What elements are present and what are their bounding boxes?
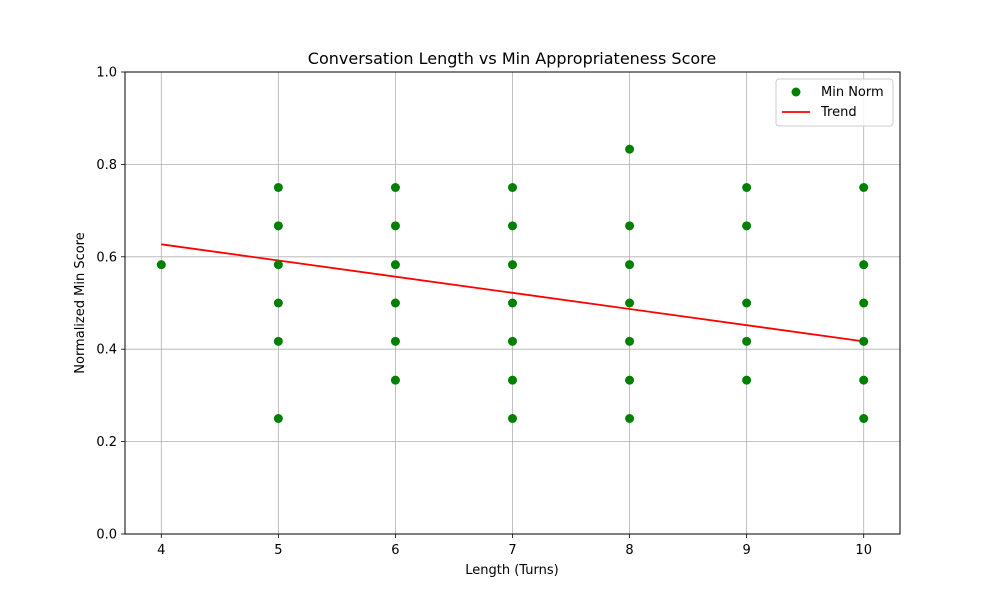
data-point <box>508 183 517 192</box>
legend-label-trend: Trend <box>820 105 857 120</box>
data-point <box>742 375 752 385</box>
scatter-points-layer <box>156 144 869 423</box>
y-axis-ticks: 0.0 0.2 0.4 0.6 0.8 1.0 <box>96 66 125 543</box>
data-point <box>390 260 400 270</box>
data-point <box>508 260 517 270</box>
data-point <box>625 298 635 308</box>
data-point <box>742 298 752 308</box>
y-tick-label: 0.6 <box>96 250 117 265</box>
x-axis-label: Length (Turns) <box>465 563 558 578</box>
data-point <box>859 298 869 308</box>
data-point <box>508 336 517 346</box>
data-point <box>625 336 635 346</box>
x-tick-label: 9 <box>742 543 750 558</box>
data-point <box>742 336 752 346</box>
data-point <box>625 260 635 270</box>
data-point <box>390 298 400 308</box>
data-point <box>390 375 400 385</box>
data-point <box>273 298 283 308</box>
legend: Min Norm Trend <box>775 78 894 127</box>
data-point <box>508 298 517 308</box>
data-point <box>625 144 635 154</box>
legend-label-min-norm: Min Norm <box>821 85 884 100</box>
data-point <box>625 221 635 231</box>
x-tick-label: 7 <box>508 543 516 558</box>
data-point <box>156 260 166 270</box>
y-axis-label: Normalized Min Score <box>73 232 88 373</box>
data-point <box>273 183 283 192</box>
data-point <box>859 183 869 192</box>
data-point <box>390 336 400 346</box>
x-tick-label: 5 <box>274 543 282 558</box>
data-point <box>742 221 752 231</box>
data-point <box>508 414 517 423</box>
data-point <box>273 336 283 346</box>
data-point <box>273 414 283 423</box>
data-point <box>273 260 283 270</box>
x-tick-label: 6 <box>391 543 399 558</box>
legend-box <box>775 78 894 127</box>
x-tick-label: 4 <box>157 543 165 558</box>
data-point <box>859 375 869 385</box>
y-tick-label: 0.2 <box>96 435 117 450</box>
data-point <box>273 221 283 231</box>
data-point <box>390 183 400 192</box>
chart-title: Conversation Length vs Min Appropriatene… <box>308 49 716 68</box>
data-point <box>390 221 400 231</box>
y-tick-label: 1.0 <box>96 66 117 81</box>
data-point <box>625 375 635 385</box>
data-point <box>508 221 517 231</box>
x-tick-label: 10 <box>855 543 872 558</box>
y-tick-label: 0.4 <box>96 343 117 358</box>
y-tick-label: 0.8 <box>96 158 117 173</box>
data-point <box>859 336 869 346</box>
data-point <box>859 414 869 423</box>
data-point <box>859 260 869 270</box>
legend-marker-min-norm <box>791 87 801 97</box>
data-point <box>742 183 752 192</box>
x-axis-ticks: 4 5 6 7 8 9 10 <box>157 534 872 558</box>
data-point <box>625 414 635 423</box>
y-tick-label: 0.0 <box>96 528 117 543</box>
data-point <box>508 375 517 385</box>
x-tick-label: 8 <box>625 543 633 558</box>
